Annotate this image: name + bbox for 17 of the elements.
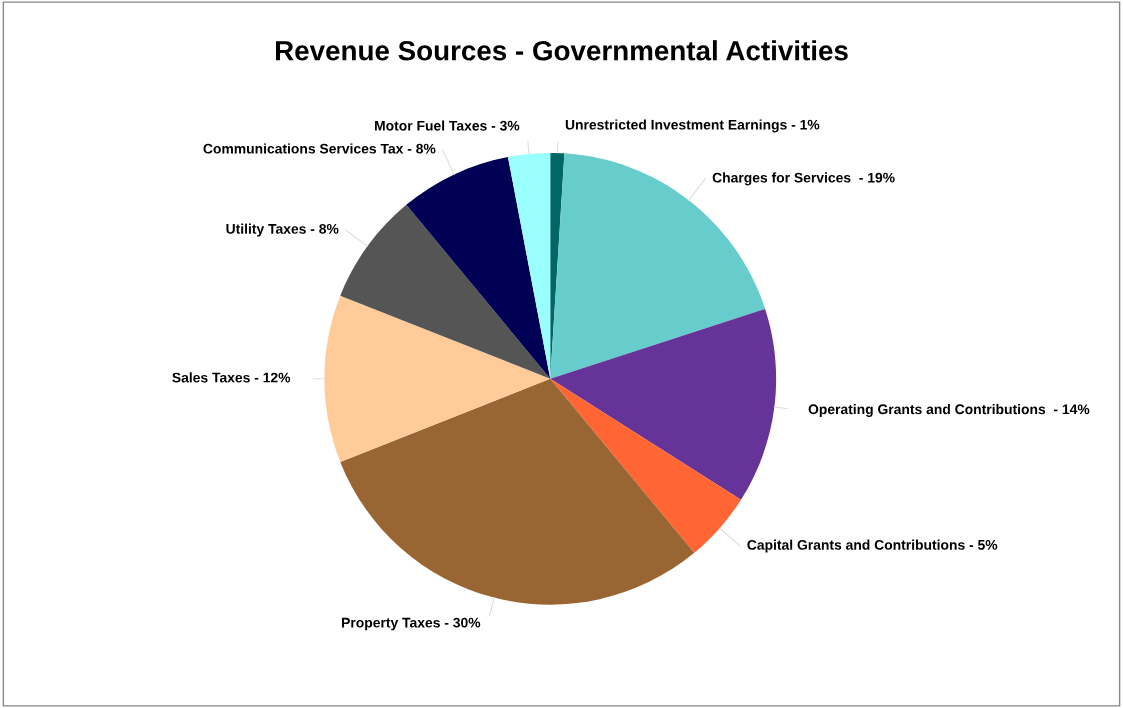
pie-slice — [324, 295, 551, 462]
slice-label: Operating Grants and Contributions - 14% — [808, 403, 1090, 417]
slice-label: Utility Taxes - 8% — [226, 223, 339, 237]
slice-label: Property Taxes - 30% — [342, 617, 481, 631]
pie-slice — [550, 378, 741, 553]
pie-slice — [550, 308, 777, 500]
slice-label: Unrestricted Investment Earnings - 1% — [565, 119, 820, 133]
slice-label: Capital Grants and Contributions - 5% — [747, 539, 998, 553]
pie-slice — [406, 156, 551, 379]
chart-title: Revenue Sources - Governmental Activities — [275, 40, 848, 61]
pie-slice — [340, 204, 551, 379]
slice-label: Motor Fuel Taxes - 3% — [375, 120, 520, 131]
slice-label: Charges for Services - 19% — [712, 172, 895, 186]
pie-slice — [340, 378, 695, 605]
slice-label: Sales Taxes - 12% — [172, 372, 291, 383]
slice-label: Communications Services Tax - 8% — [203, 143, 436, 154]
pie-slice — [550, 153, 766, 379]
